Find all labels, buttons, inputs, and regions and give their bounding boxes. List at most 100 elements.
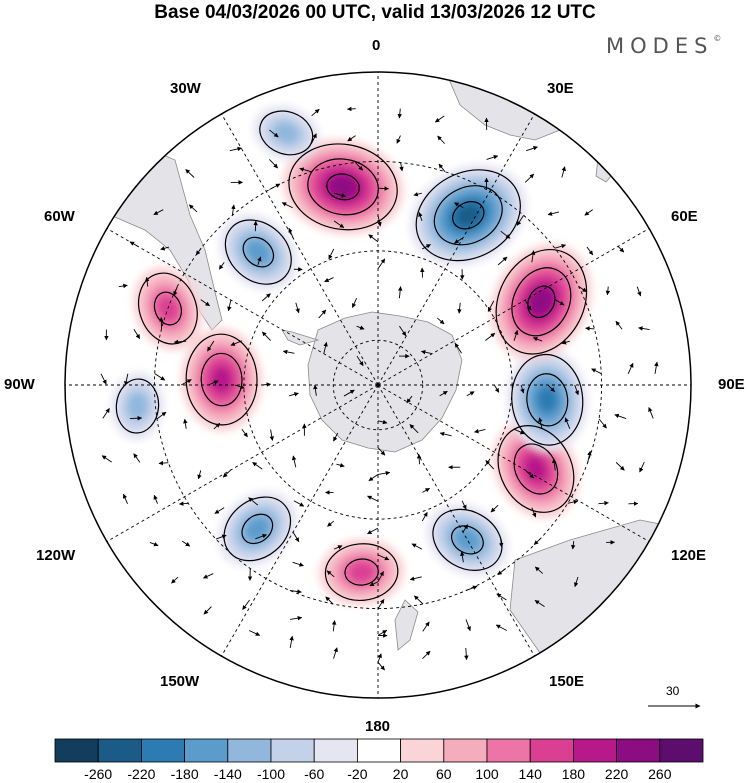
contour-line: [450, 525, 484, 555]
wind-arrow: [195, 247, 202, 256]
contour-line: [415, 169, 521, 262]
wind-arrow: [100, 373, 107, 385]
wind-arrow: [160, 246, 170, 251]
colorbar-tick-label: 100: [475, 766, 499, 782]
anomaly-center-negative: [110, 372, 165, 440]
wind-vectors: [100, 106, 659, 671]
contour-line: [138, 272, 198, 345]
colorbar-swatch: [313, 738, 358, 763]
wind-arrow: [367, 495, 379, 502]
contour-line: [241, 513, 274, 545]
wind-arrow: [261, 331, 271, 341]
wind-arrow: [413, 595, 424, 605]
label-lon-30e: 30E: [547, 80, 574, 97]
wind-arrow: [526, 146, 538, 152]
wind-arrow: [437, 135, 445, 144]
contour-line: [433, 185, 503, 246]
wind-arrow: [183, 418, 188, 429]
wind-arrow: [377, 629, 388, 636]
colorbar-tick-label: -260: [84, 766, 113, 782]
wind-arrow: [324, 277, 334, 283]
colorbar-swatch: [573, 738, 618, 763]
wind-arrow: [524, 469, 535, 479]
colorbar-swatch: [140, 738, 185, 763]
wind-arrow: [638, 326, 650, 331]
wind-arrow: [533, 538, 541, 545]
wind-arrow: [257, 256, 262, 266]
wind-arrow: [437, 317, 445, 325]
wind-arrow: [289, 589, 302, 594]
wind-arrow: [377, 598, 385, 609]
madagascar-land: [595, 149, 619, 183]
contour-line: [452, 201, 485, 230]
wind-arrow: [454, 342, 462, 354]
anomaly-shade: [347, 561, 376, 583]
colorbar-tick-label: 260: [648, 766, 672, 782]
anomaly-contours: [115, 110, 588, 602]
colorbar-tick-label: -140: [213, 766, 242, 782]
wind-arrow: [171, 576, 179, 584]
wind-arrow: [571, 541, 576, 550]
wind-arrow: [377, 447, 386, 456]
wind-arrow: [281, 202, 293, 209]
wind-arrow: [636, 286, 642, 297]
anomaly-field: [110, 105, 592, 606]
wind-arrow: [648, 407, 654, 419]
wind-arrow: [627, 362, 634, 374]
wind-arrow: [538, 417, 543, 430]
wind-arrow: [318, 309, 327, 319]
colorbar-swatch: [97, 738, 142, 763]
wind-arrow: [605, 286, 611, 296]
contour-line: [497, 425, 575, 513]
wind-arrow: [461, 500, 467, 510]
wind-arrow: [156, 411, 167, 420]
label-lon-120w: 120W: [36, 547, 76, 564]
logo-text: MODES: [606, 34, 714, 58]
anomaly-shade: [126, 392, 149, 421]
colorbar-swatch: [486, 738, 531, 763]
wind-arrow: [215, 534, 227, 540]
wind-arrow: [377, 653, 382, 663]
wind-arrow: [202, 573, 214, 579]
wind-arrow: [421, 511, 428, 522]
label-lon-90w: 90W: [4, 376, 35, 393]
contour-line: [326, 173, 360, 201]
wind-arrow: [564, 417, 571, 429]
wind-arrow: [495, 624, 508, 631]
wind-arrow: [439, 431, 452, 437]
wind-arrow: [406, 395, 413, 404]
wind-arrow: [377, 661, 385, 671]
anomaly-center-negative: [219, 214, 298, 291]
wind-arrow: [524, 173, 535, 183]
contour-line: [432, 508, 503, 571]
wind-arrow: [333, 545, 343, 550]
wind-arrow: [486, 154, 499, 160]
anomaly-center-negative: [426, 503, 509, 577]
wind-arrow: [485, 332, 496, 341]
wind-arrow: [500, 230, 511, 239]
wind-arrow: [422, 487, 430, 493]
wind-arrow: [154, 373, 166, 381]
wind-arrow: [409, 576, 422, 581]
contour-line: [224, 219, 292, 285]
anomaly-center-positive: [181, 327, 263, 432]
wind-arrow: [289, 392, 299, 397]
wind-arrow: [133, 329, 141, 339]
wind-arrow: [261, 382, 272, 387]
wind-arrow: [516, 215, 525, 226]
label-lon-150w: 150W: [160, 673, 200, 690]
colorbar-swatch: [659, 738, 704, 763]
wind-arrow: [418, 212, 423, 222]
meridian-line: [377, 384, 535, 657]
colorbar: [54, 738, 704, 763]
anomaly-shade: [455, 204, 482, 227]
wind-arrow: [496, 593, 507, 601]
label-lon-90e: 90E: [718, 376, 745, 393]
wind-arrow: [153, 494, 158, 504]
wind-arrow: [331, 620, 337, 632]
wind-arrow: [614, 413, 627, 420]
anomaly-shade: [245, 239, 271, 265]
meridian-line: [221, 113, 379, 386]
wind-arrow: [598, 418, 607, 429]
